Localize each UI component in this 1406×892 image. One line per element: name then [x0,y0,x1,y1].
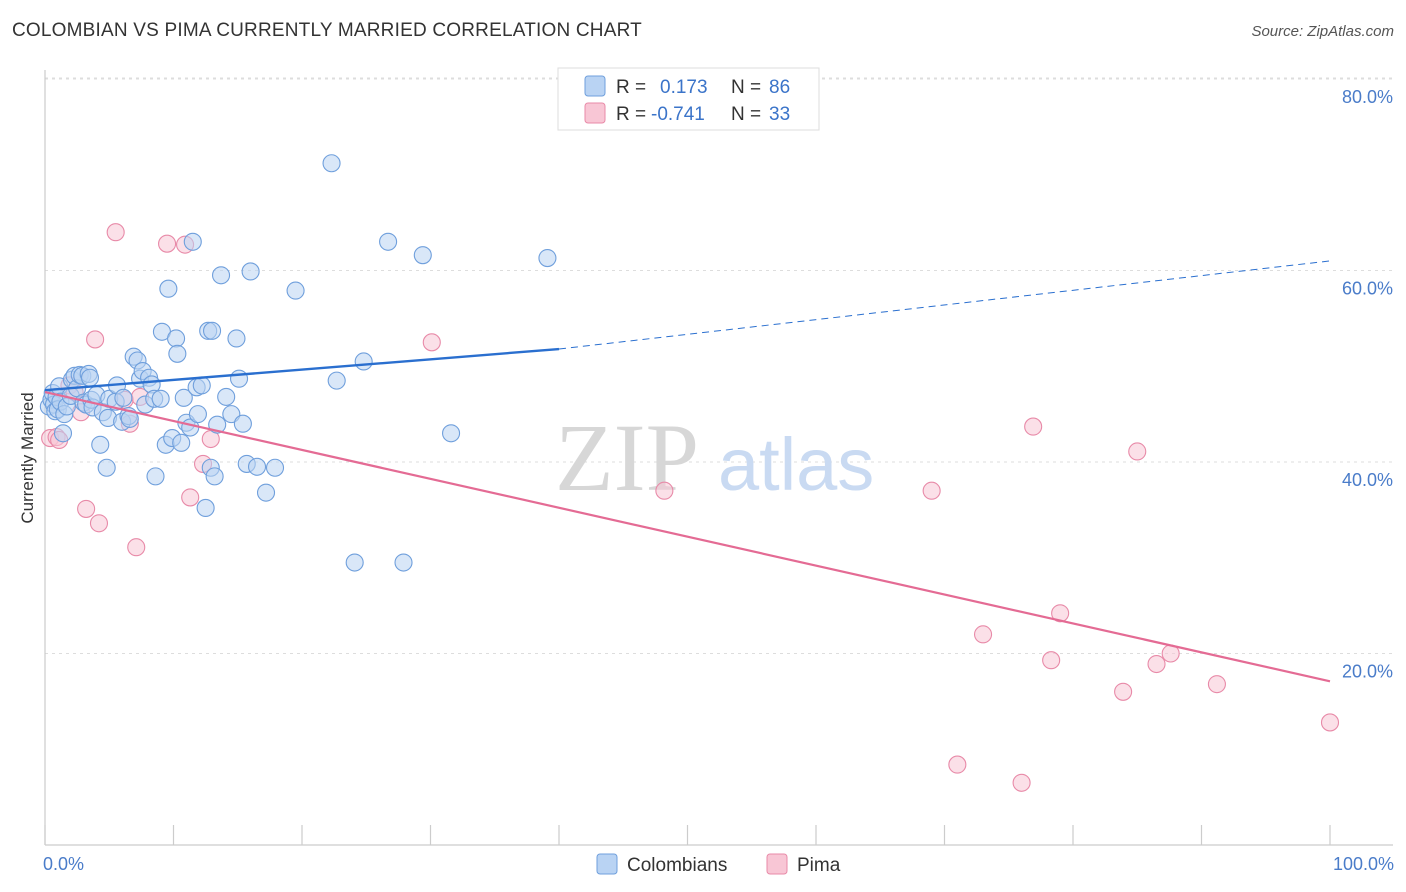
pima-point [655,481,674,500]
colombian-point [217,387,236,406]
y-tick-labels: 20.0% 40.0% 60.0% 80.0% [1342,87,1393,682]
colombian-point [327,371,346,390]
colombian-points [39,154,557,572]
stats-legend: R = 0.173 N = 86 R = -0.741 N = 33 [557,67,820,131]
watermark-zip: ZIP [555,404,699,511]
colombian-point [379,232,398,251]
pima-point [1042,651,1061,670]
y-tick-label: 40.0% [1342,470,1393,490]
chart-source: Source: ZipAtlas.com [1251,23,1394,40]
pima-point [181,488,200,507]
chart-title: COLOMBIAN VS PIMA CURRENTLY MARRIED CORR… [12,20,642,41]
pima-point [127,538,146,557]
pima-trend-line [44,391,1331,683]
x-tick-label-min: 0.0% [43,854,84,874]
colombian-point [203,321,222,340]
colombian-point [151,389,170,408]
colombians-n-value: 86 [769,77,790,98]
pima-n-label: N = [731,104,761,125]
pima-point [1320,713,1340,732]
colombians-n-label: N = [731,77,761,98]
series-legend: Colombians Pima [596,853,841,876]
pima-r-value: -0.741 [651,104,705,125]
colombian-point [227,329,246,348]
pima-point [106,223,125,242]
colombian-point [345,553,364,572]
colombian-point [442,424,461,443]
watermark-atlas: atlas [718,423,874,506]
colombian-point [394,553,413,572]
legend-colombians-swatch [596,853,618,875]
colombian-point [53,424,73,443]
colombian-point [114,388,133,407]
colombian-point [229,369,249,388]
colombian-point [167,329,186,348]
pima-point [1128,442,1147,461]
pima-swatch [584,102,606,124]
colombian-point [354,352,373,371]
legend-pima-label: Pima [797,855,841,876]
pima-point [1012,773,1031,792]
y-tick-label: 80.0% [1342,87,1393,107]
axes [44,70,1393,846]
colombian-point [286,281,305,300]
colombian-point [174,388,193,407]
pima-point [1207,675,1226,694]
pima-point [1147,654,1166,674]
legend-pima-swatch [766,853,788,875]
pima-point [158,234,177,253]
colombian-point [322,154,341,173]
pima-point [77,499,96,518]
x-tick-label-max: 100.0% [1333,854,1394,874]
trend-lines [44,260,1331,683]
pima-point [1114,682,1133,701]
colombians-r-value: 0.173 [660,77,708,98]
colombian-point [233,414,252,433]
pima-point [89,514,109,533]
pima-point [1051,604,1070,623]
colombians-swatch [584,75,606,97]
colombian-point [192,376,211,395]
colombian-point [241,262,260,281]
colombian-point [159,279,178,298]
colombian-point [196,498,215,518]
pima-point [86,330,105,349]
colombian-point [183,232,202,251]
pima-n-value: 33 [769,104,790,125]
pima-point [948,755,967,774]
colombian-point [211,266,231,285]
colombian-point [265,458,285,477]
colombian-point [146,467,165,486]
watermark: ZIP atlas [555,404,874,511]
x-ticks [44,825,1331,845]
colombian-point [97,458,116,477]
colombian-point [168,344,187,363]
colombian-point [413,246,432,265]
colombian-point [538,249,557,268]
colombian-point [188,405,207,424]
grid-lines [45,77,1393,654]
colombian-point [172,433,191,452]
colombian-point [91,435,110,454]
y-tick-label: 60.0% [1342,279,1393,299]
pima-point [922,481,941,500]
colombian-point [256,483,276,502]
pima-point [973,625,993,644]
y-tick-label: 20.0% [1342,662,1393,682]
colombians-r-label: R = [616,77,646,98]
colombian-point [80,368,100,387]
y-axis-title: Currently Married [18,392,37,523]
pima-point [422,333,441,352]
colombians-trend-line [44,347,560,392]
colombian-point [205,467,224,486]
pima-r-label: R = [616,104,646,125]
legend-colombians-label: Colombians [627,855,727,876]
colombian-point [247,457,267,476]
colombians-trend-extension [558,260,1331,350]
pima-point [1024,417,1043,436]
